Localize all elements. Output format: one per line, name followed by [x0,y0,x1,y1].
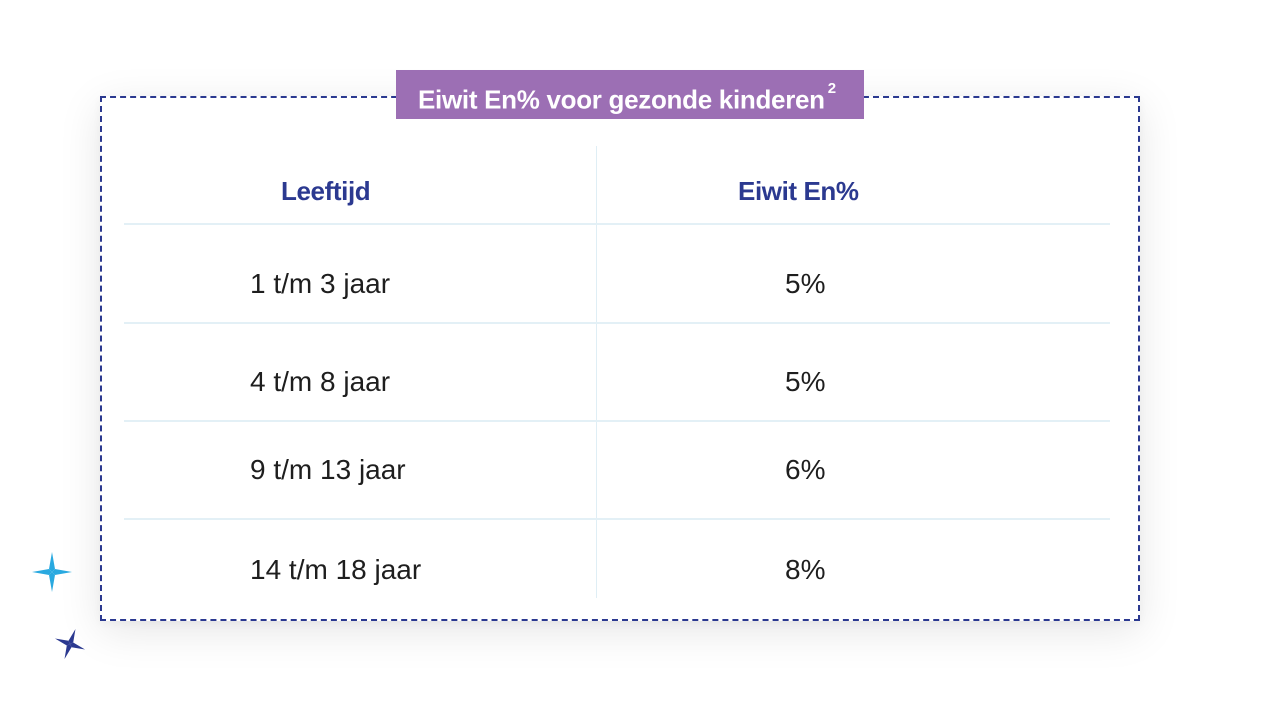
row-divider [124,223,1110,225]
table-cell-age: 14 t/m 18 jaar [250,554,422,585]
row-divider [124,518,1110,520]
sparkle-icon [54,628,86,660]
table-cell-age: 9 t/m 13 jaar [250,454,406,485]
footnote-marker: 2 [827,80,836,97]
table-card [100,96,1140,621]
table-cell-value: 5% [785,268,826,299]
header-leeftijd: Leeftijd [281,176,371,206]
table-title-text: Eiwit En% voor gezonde kinderen [418,84,825,115]
table-cell-value: 5% [785,366,826,397]
row-divider [124,322,1110,324]
table-cell-value: 8% [785,554,826,585]
table-cell-value: 6% [785,454,826,485]
table-cell-age: 4 t/m 8 jaar [250,366,391,397]
sparkle-icon [32,552,72,592]
table-cell-age: 1 t/m 3 jaar [250,268,391,299]
header-eiwit-en: Eiwit En% [738,176,859,206]
table-title: Eiwit En% voor gezonde kinderen 2 [396,70,864,119]
column-divider [596,146,597,598]
row-divider [124,420,1110,422]
